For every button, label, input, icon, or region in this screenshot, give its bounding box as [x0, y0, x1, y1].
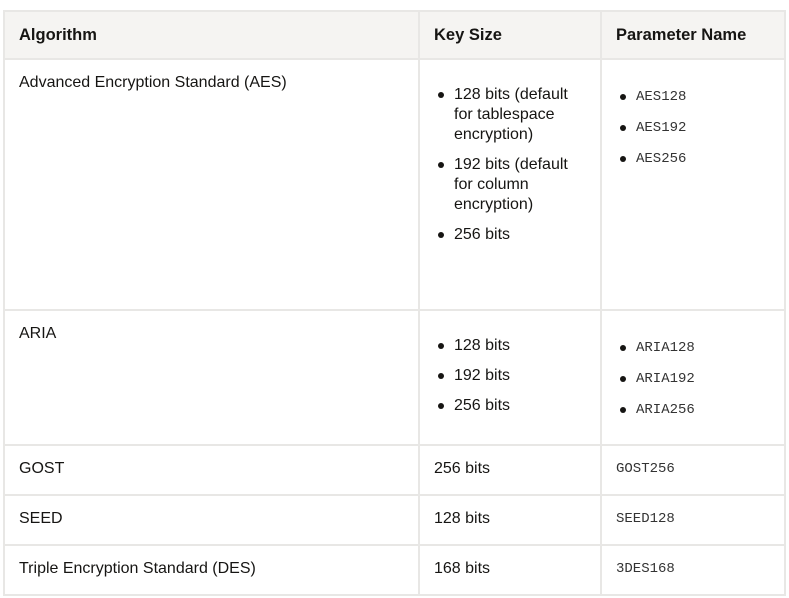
- list-item: AES128: [620, 87, 770, 107]
- header-algorithm: Algorithm: [3, 10, 420, 60]
- key-size-cell: 128 bits (default for tablespace encrypt…: [418, 58, 602, 311]
- header-key-size: Key Size: [418, 10, 602, 60]
- table-row: Triple Encryption Standard (DES) 168 bit…: [3, 544, 786, 596]
- encryption-algorithms-table: Algorithm Key Size Parameter Name Advanc…: [3, 10, 786, 596]
- algorithm-cell: ARIA: [3, 309, 420, 446]
- key-size-cell: 168 bits: [418, 544, 602, 596]
- list-item: AES256: [620, 149, 770, 169]
- table-row: GOST 256 bits GOST256: [3, 444, 786, 496]
- parameter-cell: AES128 AES192 AES256: [600, 58, 786, 311]
- algorithm-cell: SEED: [3, 494, 420, 546]
- header-parameter-name: Parameter Name: [600, 10, 786, 60]
- list-item: 256 bits: [438, 225, 586, 245]
- list-item: AES192: [620, 118, 770, 138]
- algorithm-cell: GOST: [3, 444, 420, 496]
- list-item: ARIA256: [620, 400, 770, 420]
- list-item: 192 bits: [438, 366, 586, 386]
- header-row: Algorithm Key Size Parameter Name: [3, 10, 786, 60]
- algorithm-cell: Advanced Encryption Standard (AES): [3, 58, 420, 311]
- parameter-cell: GOST256: [600, 444, 786, 496]
- key-size-cell: 256 bits: [418, 444, 602, 496]
- parameter-cell: 3DES168: [600, 544, 786, 596]
- list-item: ARIA192: [620, 369, 770, 389]
- list-item: 192 bits (default for column encryption): [438, 155, 586, 215]
- parameter-cell: ARIA128 ARIA192 ARIA256: [600, 309, 786, 446]
- list-item: 128 bits (default for tablespace encrypt…: [438, 85, 586, 145]
- table-row: Advanced Encryption Standard (AES) 128 b…: [3, 58, 786, 311]
- parameter-cell: SEED128: [600, 494, 786, 546]
- table-row: ARIA 128 bits 192 bits 256 bits ARIA128 …: [3, 309, 786, 446]
- list-item: 256 bits: [438, 396, 586, 416]
- table-row: SEED 128 bits SEED128: [3, 494, 786, 546]
- key-size-cell: 128 bits 192 bits 256 bits: [418, 309, 602, 446]
- algorithm-cell: Triple Encryption Standard (DES): [3, 544, 420, 596]
- list-item: ARIA128: [620, 338, 770, 358]
- key-size-cell: 128 bits: [418, 494, 602, 546]
- list-item: 128 bits: [438, 336, 586, 356]
